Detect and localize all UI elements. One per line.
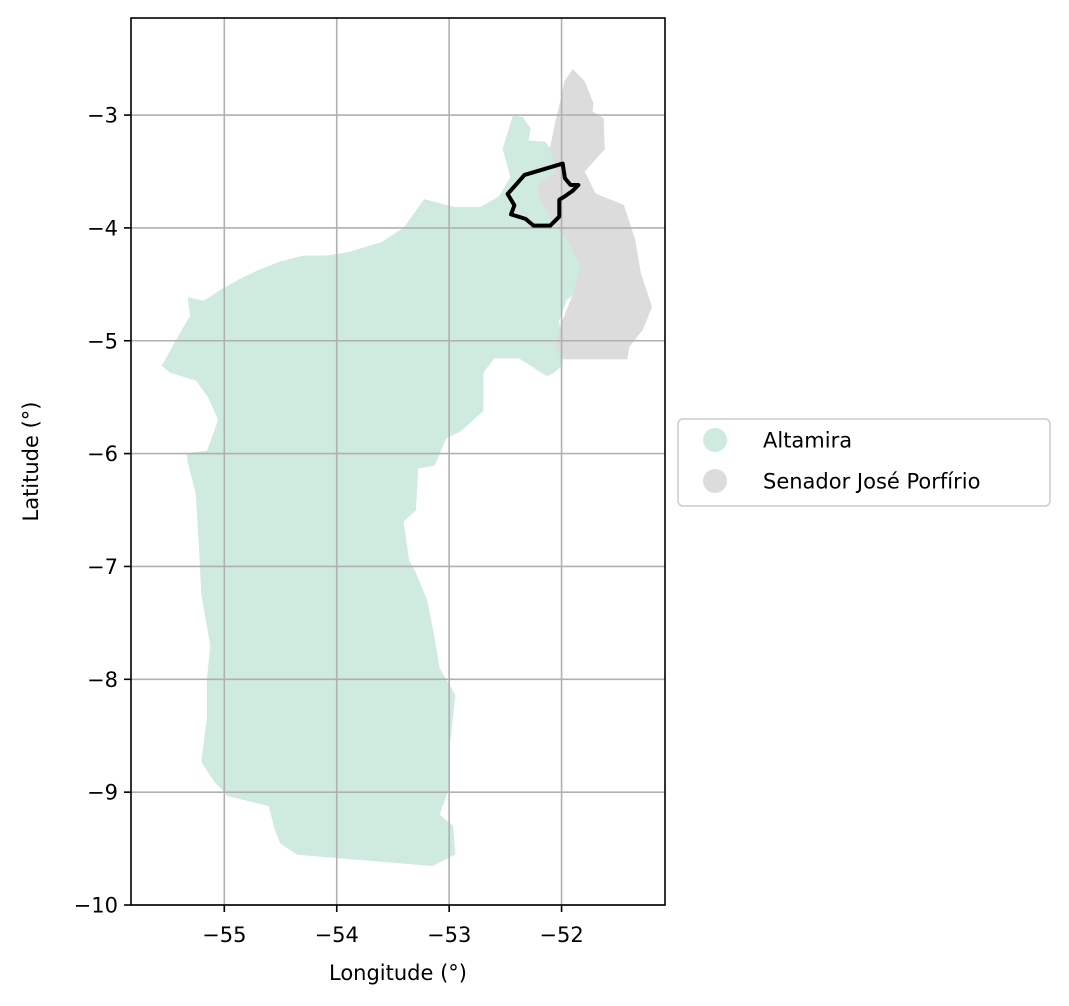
legend-label-senador-jose-porfirio: Senador José Porfírio <box>763 470 980 494</box>
legend-box <box>677 418 1051 507</box>
legend: Altamira Senador José Porfírio <box>677 418 1051 507</box>
y-tick-label: −5 <box>87 329 118 353</box>
x-tick-label: −55 <box>202 923 246 947</box>
y-axis-label: Latitude (°) <box>19 402 43 522</box>
highlight-boundary <box>505 161 581 228</box>
map-regions <box>161 69 653 867</box>
x-tick-label: −53 <box>427 923 471 947</box>
y-tick-label: −9 <box>87 781 118 805</box>
axes-frame <box>130 17 666 906</box>
x-tick-label: −52 <box>539 923 583 947</box>
legend-marker-senador-jose-porfirio <box>703 469 727 493</box>
y-tick-label: −3 <box>87 104 118 128</box>
legend-label-altamira: Altamira <box>763 429 852 453</box>
legend-marker-altamira <box>703 428 727 452</box>
y-tick-label: −8 <box>87 668 118 692</box>
y-tick-label: −10 <box>74 894 118 918</box>
y-tick-label: −6 <box>87 442 118 466</box>
axis-ticks: −55 −54 −53 −52 −3 −4 −5 −6 −7 −8 −9 −10 <box>74 104 584 947</box>
highlight-boundary-layer <box>505 161 581 228</box>
y-tick-label: −7 <box>87 555 118 579</box>
map-grid <box>131 18 665 906</box>
x-axis-label: Longitude (°) <box>329 961 467 985</box>
x-tick-label: −54 <box>315 923 359 947</box>
region-senador-jose-porfirio <box>538 69 653 360</box>
y-tick-label: −4 <box>87 216 118 240</box>
